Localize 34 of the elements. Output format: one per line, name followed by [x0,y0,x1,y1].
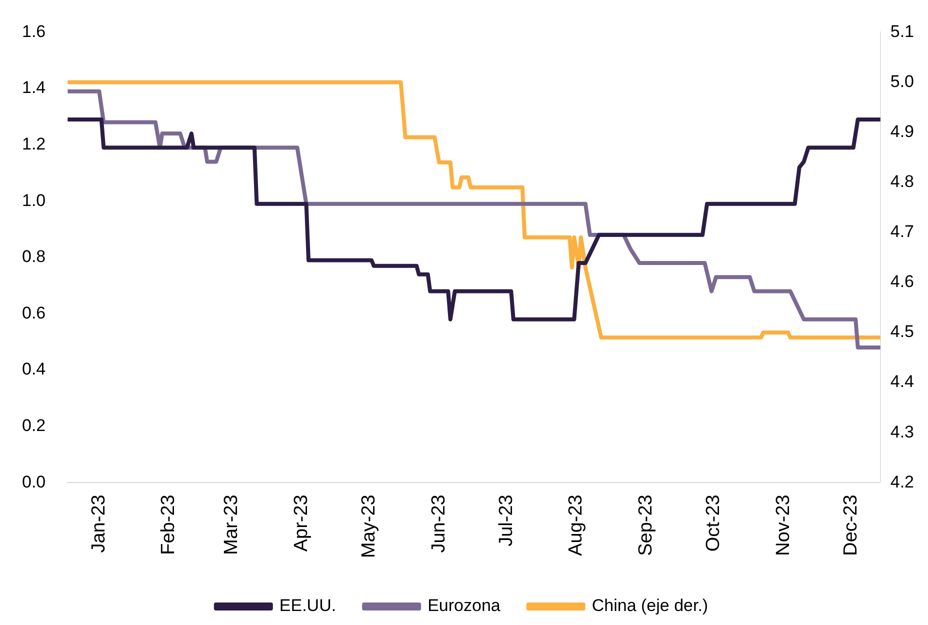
legend-label: Eurozona [428,596,501,616]
y2-tick-label: 5.0 [890,72,914,91]
y2-tick-label: 5.1 [890,22,914,41]
y-tick-label: 0.2 [22,416,46,436]
x-tick-label: May-23 [358,494,380,558]
y-tick-label: 1.6 [22,22,46,41]
x-tick-label: Sep-23 [635,494,656,556]
y-tick-label: 0.6 [22,303,46,322]
y-tick-label: 1.0 [22,190,46,210]
y-tick-label: 1.2 [22,134,46,154]
y-tick-label: 0.0 [22,472,46,492]
x-tick-label: Aug-23 [566,494,587,556]
y2-tick-label: 4.2 [890,472,914,492]
y2-tick-label: 4.8 [890,172,914,192]
y-tick-label: 0.4 [22,360,46,379]
x-tick-label: Jan-23 [88,494,110,553]
y2-tick-label: 4.5 [890,322,914,342]
x-tick-label: Oct-23 [703,494,724,552]
x-tick-label: Dec-23 [840,494,862,556]
legend-label: China (eje der.) [592,596,708,616]
y2-tick-label: 4.3 [890,422,914,442]
x-tick-label: Feb-23 [158,494,180,555]
y-tick-label: 1.4 [22,78,46,98]
y2-tick-label: 4.7 [890,222,914,242]
y-tick-label: 0.8 [22,247,46,266]
x-tick-label: Nov-23 [772,494,794,556]
x-tick-label: Apr-23 [291,494,312,552]
y2-tick-label: 4.9 [890,122,914,141]
legend-label: EE.UU. [279,596,336,616]
y2-tick-label: 4.6 [890,272,914,292]
x-tick-label: Jun-23 [428,494,450,553]
x-tick-label: Jul-23 [496,494,517,546]
x-tick-label: Mar-23 [221,494,242,555]
y2-tick-label: 4.4 [890,372,914,392]
